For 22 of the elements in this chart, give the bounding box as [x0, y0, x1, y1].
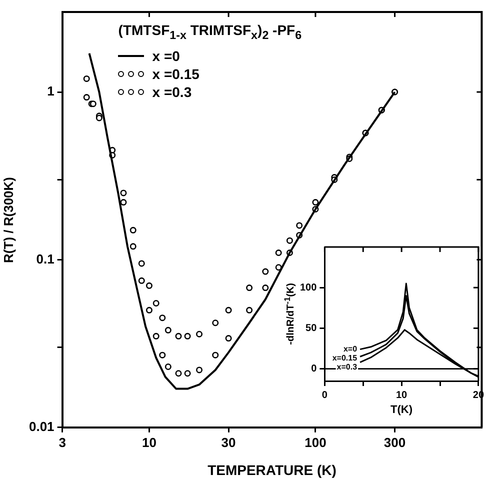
x-tick-label: 3 — [58, 434, 66, 450]
y-tick-label: 0.01 — [28, 418, 54, 434]
y-tick-label: 50 — [306, 322, 318, 334]
y-axis-title: R(T) / R(300K) — [1, 176, 16, 263]
legend-title: (TMTSF$_{1-x}$ TRIMTSF$_{x}$)$_{2}$ -PF$_{6}$ — [118, 22, 302, 42]
x-tick-label: 30 — [221, 434, 236, 450]
series-label: x=0.15 — [332, 354, 358, 363]
y-tick-label: 0 — [311, 364, 318, 375]
y-tick-label: 0.1 — [36, 251, 54, 266]
x-tick-label: 300 — [384, 434, 406, 450]
legend-label: x =0 — [152, 48, 180, 64]
y-tick-label: 100 — [300, 282, 318, 294]
x-axis-title: TEMPERATURE (K) — [206, 462, 338, 478]
legend-label: x =0.15 — [152, 66, 200, 82]
series-label: x=0 — [343, 344, 358, 354]
x-tick-label: 0 — [322, 390, 328, 401]
x-tick-label: 10 — [142, 434, 156, 450]
y-tick-label: 1 — [47, 84, 54, 99]
series-label: x=0.3 — [336, 362, 358, 372]
x-tick-label: 10 — [396, 390, 408, 401]
x-axis-title: T(K) — [390, 404, 414, 416]
legend-label: x =0.3 — [152, 84, 192, 100]
